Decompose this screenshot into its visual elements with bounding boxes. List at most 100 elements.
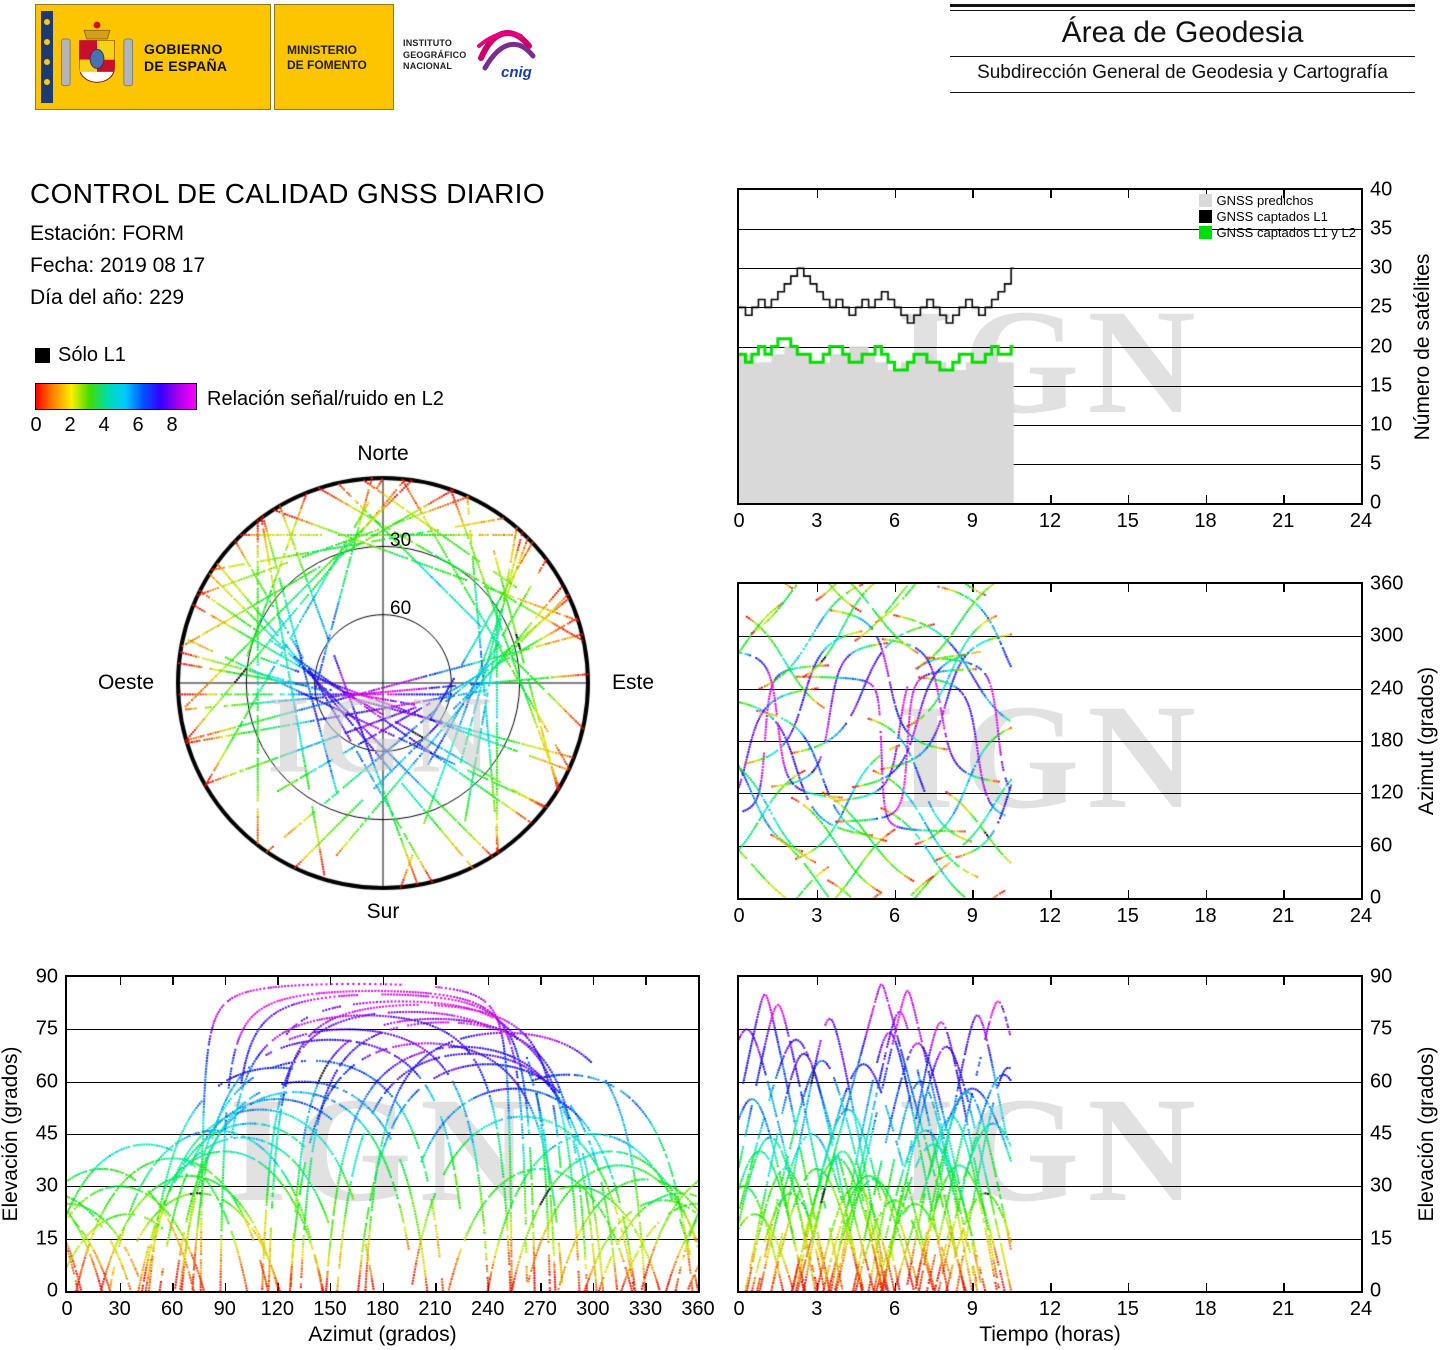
x-tick-label: 180 (365, 1298, 400, 1320)
x-tick-label: 60 (161, 1298, 184, 1320)
ministerio-logo: MINISTERIO DE FOMENTO (274, 4, 394, 110)
x-tick-label: 12 (1038, 905, 1062, 927)
snr-tick-label: 2 (64, 414, 76, 436)
elevation-time-chart: IGN Elevación (grados) Tiempo (horas) 01… (733, 966, 1438, 1347)
x-tick-label: 330 (628, 1298, 663, 1320)
legend-swatch-icon (1198, 226, 1212, 239)
flag-bar (41, 11, 53, 103)
instituto-geografico-text: INSTITUTO GEOGRÁFICO NACIONAL (403, 38, 467, 73)
y-tick-label: 0 (1370, 886, 1382, 909)
y-tick-label: 35 (1370, 217, 1393, 240)
elevation-time-canvas (739, 977, 1361, 1291)
ign-line3: NACIONAL (403, 61, 453, 72)
station-line: Estación: FORM (30, 222, 185, 245)
x-tick-label: 120 (260, 1298, 295, 1320)
legend-swatch-icon (1198, 210, 1212, 223)
elevation-azimuth-canvas (67, 977, 698, 1291)
sat-count-canvas (739, 190, 1361, 503)
azimuth-time-chart: IGN Azimut (grados) 06012018024030036003… (733, 573, 1438, 928)
x-tick-label: 9 (966, 510, 978, 532)
solo-l1-legend: Sólo L1 (35, 344, 126, 367)
x-tick-label: 21 (1272, 510, 1295, 532)
elevation-time-ylabel: Elevación (grados) (1415, 1046, 1438, 1222)
x-tick-label: 360 (681, 1298, 715, 1320)
area-title: Área de Geodesia (1061, 16, 1304, 49)
y-tick-label: 0 (46, 1279, 58, 1302)
snr-colorbar-label: Relación señal/ruido en L2 (207, 388, 444, 410)
x-tick-label: 24 (1349, 905, 1373, 927)
x-tick-label: 240 (470, 1298, 505, 1320)
rule-top-thin (950, 10, 1415, 11)
x-tick-label: 12 (1038, 1298, 1062, 1320)
elevation-azimuth-xlabel: Azimut (grados) (308, 1323, 457, 1346)
x-tick-label: 270 (523, 1298, 557, 1320)
x-tick-label: 300 (576, 1298, 610, 1320)
y-tick-label: 5 (1370, 452, 1382, 475)
x-tick-label: 6 (888, 1298, 901, 1320)
cnig-text: cnig (501, 64, 532, 81)
flag-star-icon (44, 19, 50, 25)
legend-label: GNSS captados L1 y L2 (1216, 225, 1356, 240)
x-tick-label: 3 (811, 510, 823, 532)
rule-mid (950, 56, 1415, 57)
x-tick-label: 18 (1194, 1298, 1217, 1320)
x-tick-label: 21 (1272, 1298, 1295, 1320)
y-tick-label: 40 (1370, 178, 1393, 201)
page-title: CONTROL DE CALIDAD GNSS DIARIO (30, 178, 546, 209)
x-tick-label: 15 (1116, 1298, 1139, 1320)
y-tick-label: 45 (35, 1122, 58, 1145)
snr-colorbar (35, 383, 197, 410)
area-subtitle: Subdirección General de Geodesia y Carto… (977, 62, 1388, 83)
y-tick-label: 360 (1370, 572, 1404, 595)
x-tick-label: 150 (313, 1298, 347, 1320)
y-tick-label: 60 (1370, 834, 1393, 857)
y-tick-label: 20 (1370, 335, 1393, 357)
snr-tick-label: 8 (166, 414, 178, 436)
x-tick-label: 18 (1194, 510, 1217, 532)
legend-label: GNSS captados L1 (1216, 209, 1328, 224)
legend-row: GNSS captados L1 (1198, 209, 1356, 224)
azimuth-time-canvas (739, 584, 1361, 898)
x-tick-label: 9 (966, 905, 978, 927)
ring-30-label: 30 (390, 530, 412, 551)
y-tick-label: 15 (35, 1227, 58, 1250)
elevation-time-xlabel: Tiempo (horas) (979, 1323, 1121, 1346)
y-tick-label: 90 (1370, 965, 1393, 988)
y-tick-label: 30 (1370, 1174, 1393, 1197)
solo-l1-label: Sólo L1 (58, 344, 126, 366)
area-header: Área de Geodesia Subdirección General de… (950, 4, 1415, 96)
x-tick-label: 12 (1038, 510, 1062, 532)
x-tick-label: 0 (733, 1298, 745, 1320)
skyplot-canvas (168, 468, 598, 898)
flag-star-icon (44, 39, 50, 45)
y-tick-label: 240 (1370, 677, 1404, 700)
y-tick-label: 75 (35, 1017, 58, 1040)
skyplot-east-label: Este (612, 671, 655, 694)
rule-bottom (950, 92, 1415, 93)
sat-count-ylabel: Número de satélites (1411, 253, 1434, 440)
snr-tick-label: 6 (132, 414, 144, 436)
gobierno-line1: GOBIERNO (144, 41, 223, 57)
legend-row: GNSS captados L1 y L2 (1198, 225, 1356, 240)
sat-count-legend: GNSS predichos GNSS captados L1 GNSS capta… (1198, 192, 1356, 241)
legend-label: GNSS predichos (1216, 193, 1314, 208)
azimuth-time-ylabel: Azimut (grados) (1415, 666, 1438, 816)
x-tick-label: 210 (418, 1298, 452, 1320)
x-tick-label: 15 (1116, 510, 1139, 532)
snr-tick-label: 4 (98, 414, 110, 436)
solo-l1-swatch (35, 348, 50, 363)
y-tick-label: 60 (35, 1070, 58, 1093)
gobierno-text: GOBIERNO DE ESPAÑA (144, 41, 227, 75)
ministerio-line1: MINISTERIO (287, 43, 358, 57)
ring-60-label: 60 (390, 598, 412, 619)
elevation-azimuth-chart: IGN Elevación (grados) Azimut (grados) 0… (0, 966, 715, 1347)
flag-star-icon (44, 79, 50, 85)
snr-tick-label: 0 (30, 414, 42, 436)
x-tick-label: 15 (1116, 905, 1139, 927)
ign-line1: INSTITUTO (403, 38, 453, 48)
skyplot-west-label: Oeste (97, 671, 154, 694)
y-tick-label: 30 (1370, 256, 1393, 279)
cnig-logo: cnig (473, 16, 540, 106)
date-line: Fecha: 2019 08 17 (30, 254, 206, 277)
